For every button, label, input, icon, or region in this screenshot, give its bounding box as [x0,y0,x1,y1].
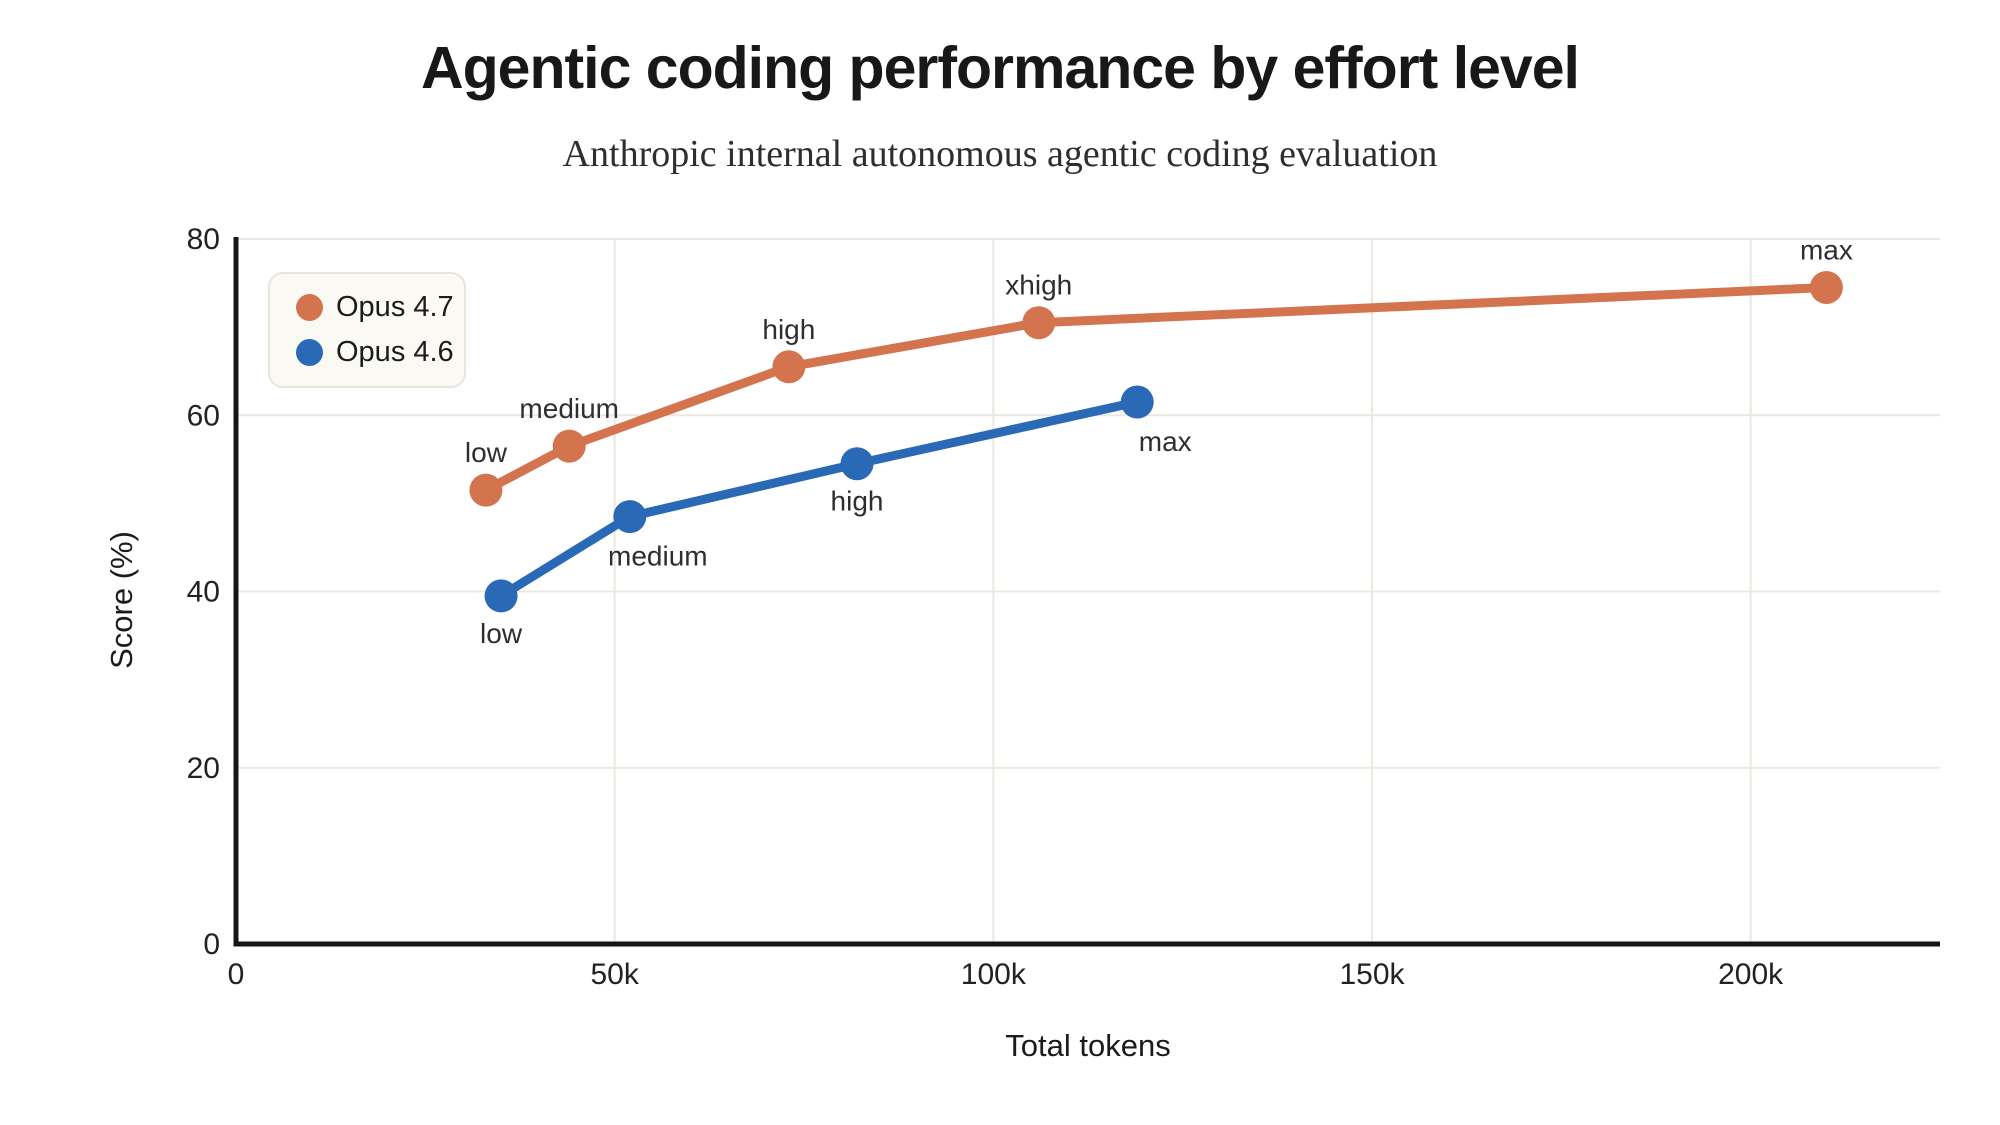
data-point-opus-4-7-low [469,473,503,507]
y-tick-label-0: 0 [203,928,220,961]
chart-title: Agentic coding performance by effort lev… [421,35,1580,101]
data-point-opus-4-6-low [484,579,518,613]
x-axis-title: Total tokens [1005,1028,1171,1063]
point-label-opus-4-6-high: high [831,486,884,517]
point-label-opus-4-7-medium: medium [519,393,619,424]
series-line-opus-4-6 [496,397,1142,601]
legend-swatch-opus-4-6 [296,339,323,366]
y-tick-label-80: 80 [187,223,220,256]
legend: Opus 4.7 Opus 4.6 [268,272,466,388]
point-label-opus-4-7-xhigh: xhigh [1005,270,1072,301]
data-point-opus-4-6-medium [613,500,647,534]
y-tick-label-60: 60 [187,399,220,432]
y-axis-title: Score (%) [104,531,139,669]
legend-item-opus-4-7: Opus 4.7 [296,291,464,324]
x-tick-label-100k: 100k [961,958,1027,991]
point-label-opus-4-6-max: max [1139,426,1192,457]
data-point-opus-4-6-high [840,447,874,481]
data-point-opus-4-7-medium [552,429,586,463]
data-point-opus-4-7-xhigh [1022,306,1056,340]
x-tick-label-150k: 150k [1339,958,1405,991]
y-tick-label-40: 40 [187,576,220,609]
chart-subtitle: Anthropic internal autonomous agentic co… [562,133,1438,175]
point-label-opus-4-6-medium: medium [608,541,708,572]
data-point-opus-4-6-max [1120,385,1154,419]
x-tick-label-50k: 50k [590,958,639,991]
data-point-opus-4-7-high [772,350,806,384]
x-tick-label-200k: 200k [1718,958,1784,991]
legend-label-opus-4-7: Opus 4.7 [336,291,454,323]
point-label-opus-4-6-low: low [480,618,523,649]
series-line-opus-4-7 [481,282,1831,495]
y-tick-label-20: 20 [187,752,220,785]
legend-swatch-opus-4-7 [296,294,323,321]
point-label-opus-4-7-high: high [762,314,815,345]
legend-label-opus-4-6: Opus 4.6 [336,336,454,368]
data-point-opus-4-7-max [1809,270,1843,304]
legend-item-opus-4-6: Opus 4.6 [296,336,464,369]
point-label-opus-4-7-max: max [1800,234,1853,265]
point-label-opus-4-7-low: low [465,437,508,468]
x-tick-label-0: 0 [228,958,245,991]
